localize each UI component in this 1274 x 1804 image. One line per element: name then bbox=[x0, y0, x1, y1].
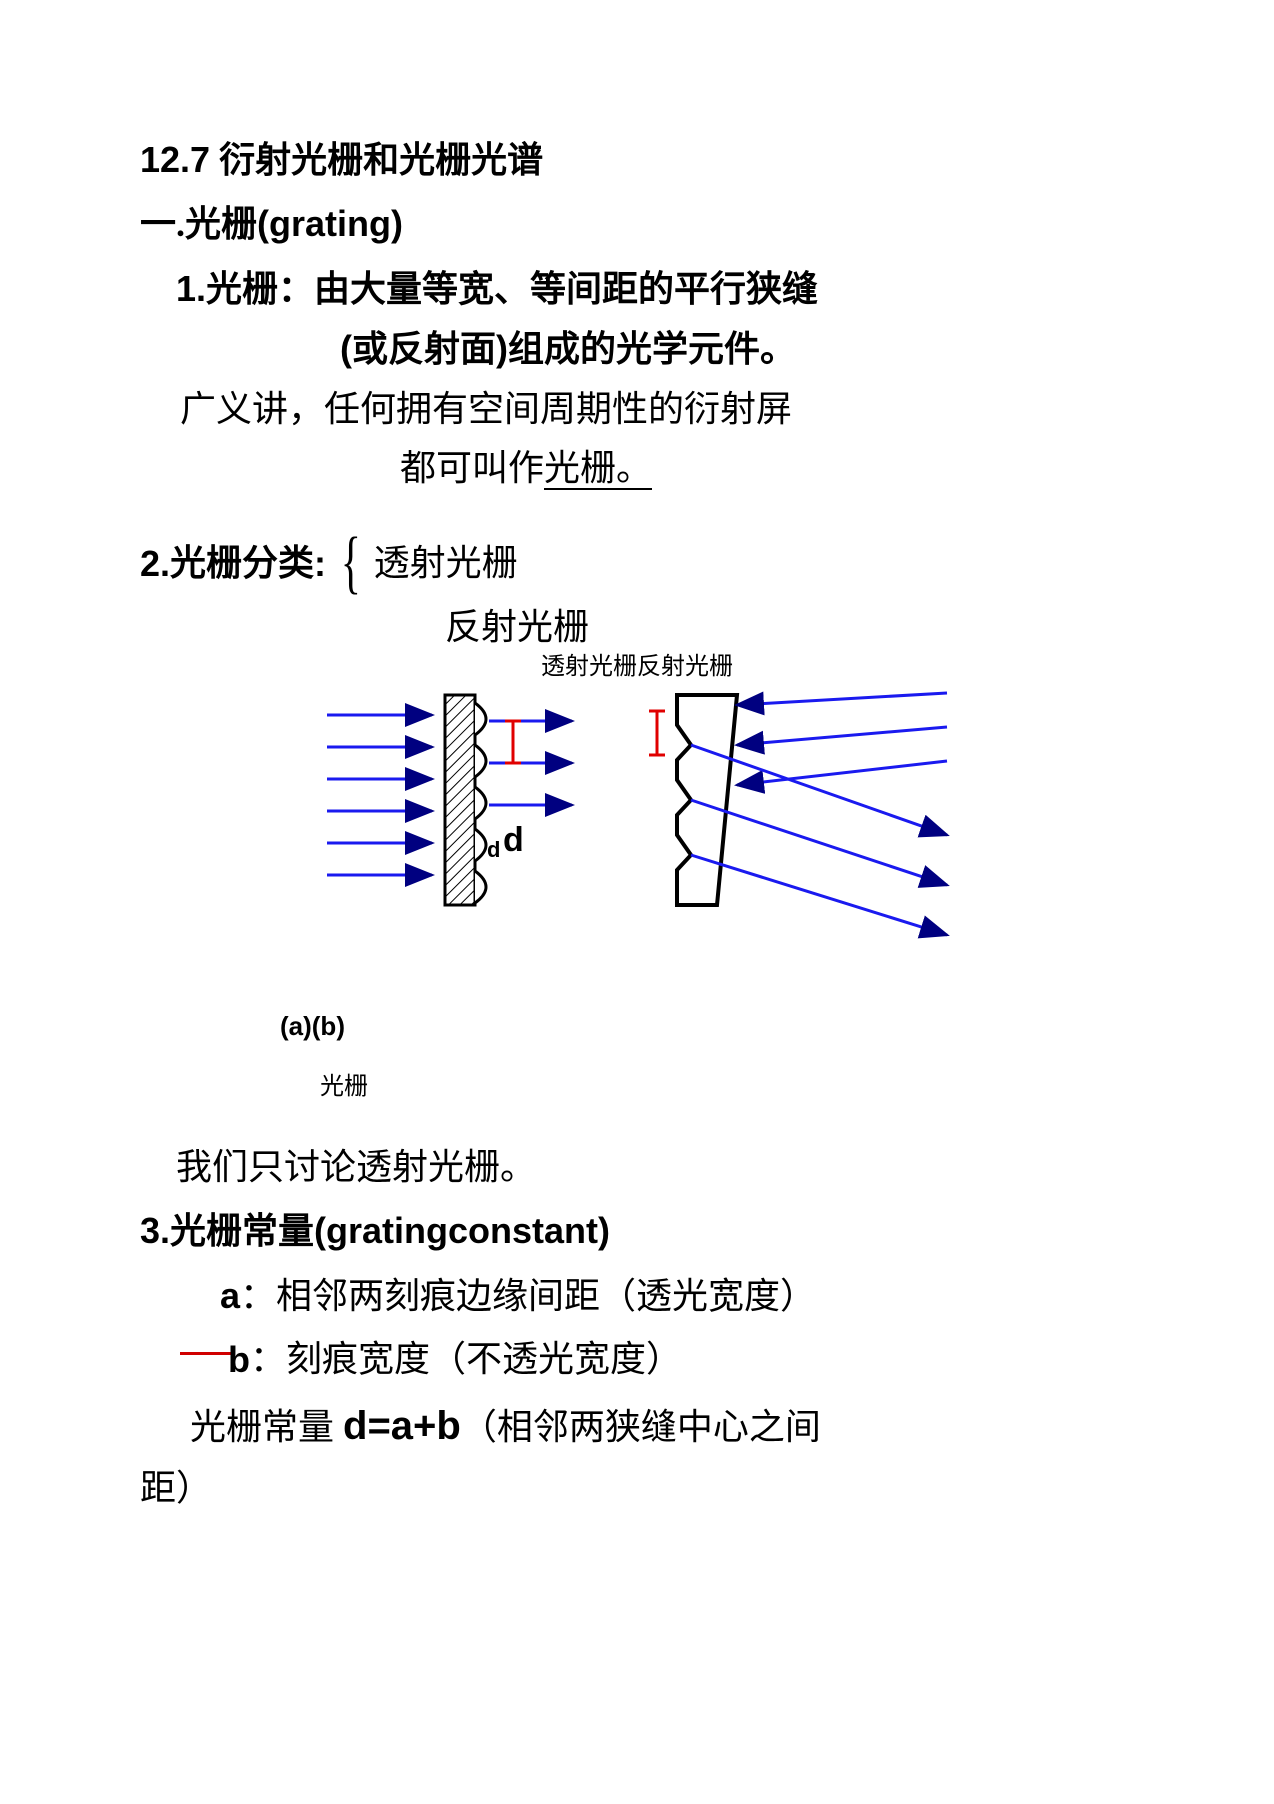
param-b: b：刻痕宽度（不透光宽度） bbox=[180, 1330, 1134, 1389]
param-a: a：相邻两刻痕边缘间距（透光宽度） bbox=[220, 1266, 1134, 1326]
item1-text1: 光栅：由大量等宽、等间距的平行狭缝 bbox=[206, 269, 818, 309]
item1-mid: 或反射面 bbox=[352, 329, 496, 369]
item1-line1: 1.光栅：由大量等宽、等间距的平行狭缝 bbox=[176, 259, 1134, 319]
item1-tail: 组成的光学元件。 bbox=[508, 329, 796, 369]
item3-header: 3.光栅常量(gratingconstant) bbox=[140, 1201, 1134, 1261]
item2-num: 2. bbox=[140, 534, 170, 593]
item2-opt1: 透射光栅 bbox=[374, 534, 518, 593]
note-text: 我们只讨论透射光栅。 bbox=[176, 1138, 1134, 1197]
formula-main: d=a+b bbox=[343, 1404, 461, 1448]
part1-title-en: (grating) bbox=[257, 203, 403, 244]
part1-title-cn: 光栅 bbox=[185, 204, 257, 244]
left-brace: { bbox=[341, 528, 361, 598]
item1-broad2a: 都可叫作 bbox=[400, 448, 544, 488]
item1-broad2: 都可叫作光栅。 bbox=[400, 439, 1134, 498]
item2-row: 2.光栅分类: { 透射光栅 bbox=[140, 528, 1134, 598]
formula-pre: 光栅常量 bbox=[190, 1407, 343, 1447]
label-reflection: 反射光栅 bbox=[637, 654, 733, 680]
a-label: a bbox=[220, 1275, 240, 1316]
b-label: b bbox=[228, 1330, 250, 1389]
item2-label: 光栅分类 bbox=[170, 534, 314, 593]
part1-header: 一.光栅(grating) bbox=[140, 194, 1134, 254]
section-title: 衍射光栅和光栅光谱 bbox=[219, 140, 543, 180]
section-number: 12.7 bbox=[140, 139, 210, 180]
grating-diagram: d d bbox=[317, 685, 957, 945]
item1-line2: (或反射面)组成的光学元件。 bbox=[340, 319, 1134, 379]
d-small: d bbox=[487, 837, 500, 862]
brace-icon: { 透射光栅 bbox=[334, 528, 518, 598]
b-text: ：刻痕宽度（不透光宽度） bbox=[250, 1330, 682, 1389]
part1-label: 一. bbox=[140, 204, 185, 244]
item3-title-en: (gratingconstant) bbox=[314, 1210, 610, 1251]
figure-caption: 光栅 bbox=[320, 1068, 368, 1108]
formula-post: （相邻两狭缝中心之间 bbox=[461, 1407, 821, 1447]
item1-paren-close: ) bbox=[496, 328, 508, 369]
item3-num: 3. bbox=[140, 1210, 170, 1251]
diagram-labels: 透射光栅反射光栅 bbox=[541, 648, 733, 688]
item1-broad2b: 光栅。 bbox=[544, 448, 652, 490]
item1-paren-open: ( bbox=[340, 328, 352, 369]
item2-colon: : bbox=[314, 534, 326, 593]
item1-broad1: 广义讲，任何拥有空间周期性的衍射屏 bbox=[180, 380, 1134, 439]
item1-num: 1. bbox=[176, 268, 206, 309]
formula-close: 距） bbox=[140, 1459, 1134, 1518]
label-transmission: 透射光栅 bbox=[541, 654, 637, 680]
page: 12.7 衍射光栅和光栅光谱 一.光栅(grating) 1.光栅：由大量等宽、… bbox=[0, 0, 1274, 1619]
d-big: d bbox=[503, 821, 524, 859]
figure-label: (a)(b) bbox=[280, 1005, 345, 1048]
formula-line: 光栅常量 d=a+b（相邻两狭缝中心之间 bbox=[190, 1393, 1134, 1459]
diagram-container: 透射光栅反射光栅 bbox=[140, 648, 1134, 1108]
section-header: 12.7 衍射光栅和光栅光谱 bbox=[140, 130, 1134, 190]
a-text: ：相邻两刻痕边缘间距（透光宽度） bbox=[240, 1276, 816, 1316]
red-strike-icon bbox=[180, 1352, 234, 1355]
item3-title-cn: 光栅常量 bbox=[170, 1211, 314, 1251]
